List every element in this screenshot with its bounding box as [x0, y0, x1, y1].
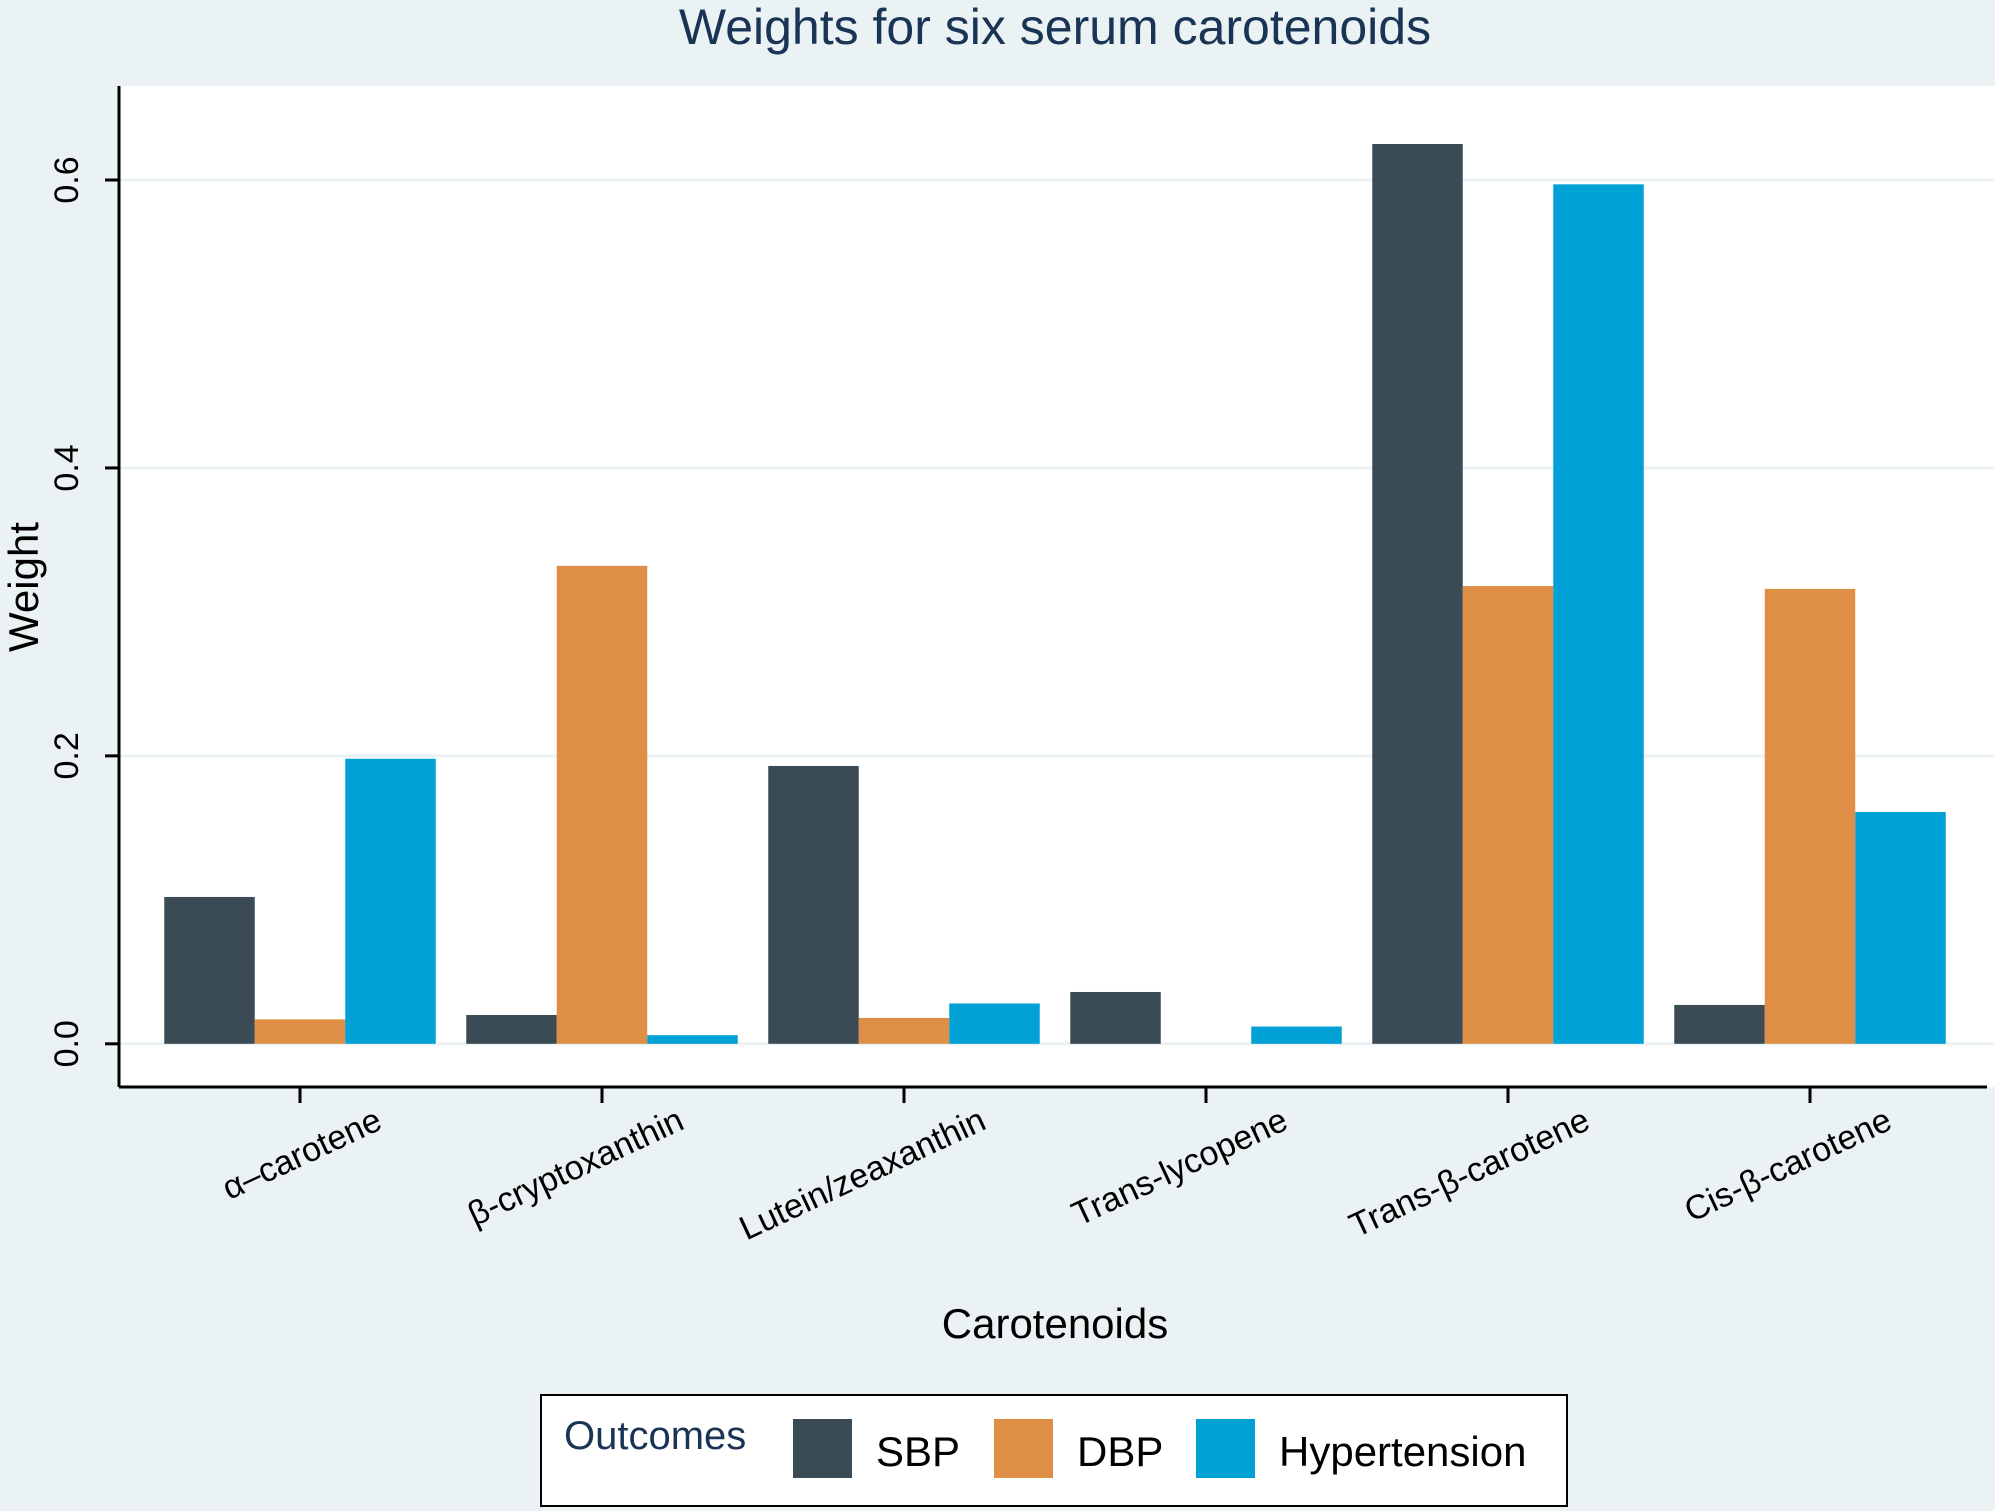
y-tick-label: 0.4	[48, 444, 86, 491]
bar-dbp-0	[254, 1019, 346, 1044]
bar-hypertension-1	[647, 1035, 738, 1044]
bar-hypertension-3	[1251, 1026, 1342, 1044]
bar-sbp-0	[164, 896, 255, 1044]
y-ticks: 0.0 0.2 0.4 0.6	[48, 156, 119, 1067]
bar-dbp-4	[1462, 585, 1554, 1044]
bars-layer	[164, 144, 1946, 1044]
bar-hypertension-5	[1855, 812, 1946, 1044]
bar-sbp-5	[1674, 1004, 1765, 1044]
legend-box	[540, 1394, 1568, 1507]
bar-sbp-1	[466, 1015, 557, 1044]
legend-swatch-dbp	[994, 1419, 1053, 1478]
y-axis-title: Weight	[0, 522, 47, 652]
legend: Outcomes SBP DBP Hypertension	[540, 1394, 1568, 1507]
legend-title: Outcomes	[564, 1414, 746, 1458]
legend-swatch-sbp	[793, 1419, 852, 1478]
chart-title: Weights for six serum carotenoids	[679, 0, 1431, 55]
bar-sbp-4	[1372, 144, 1463, 1044]
bar-dbp-2	[858, 1017, 950, 1044]
bar-hypertension-2	[949, 1003, 1040, 1044]
x-axis-title: Carotenoids	[942, 1300, 1168, 1347]
bar-sbp-3	[1070, 991, 1161, 1044]
y-tick-label: 0.6	[48, 156, 86, 203]
legend-label-hypertension: Hypertension	[1279, 1428, 1526, 1475]
bar-sbp-2	[768, 765, 859, 1044]
y-tick-label: 0.0	[48, 1020, 86, 1067]
bar-hypertension-4	[1553, 184, 1644, 1044]
bar-hypertension-0	[345, 758, 436, 1044]
y-tick-label: 0.2	[48, 732, 86, 779]
bar-dbp-1	[556, 565, 648, 1044]
legend-label-sbp: SBP	[876, 1428, 960, 1475]
bar-dbp-5	[1764, 588, 1856, 1044]
legend-swatch-hypertension	[1196, 1419, 1255, 1478]
legend-label-dbp: DBP	[1077, 1428, 1163, 1475]
